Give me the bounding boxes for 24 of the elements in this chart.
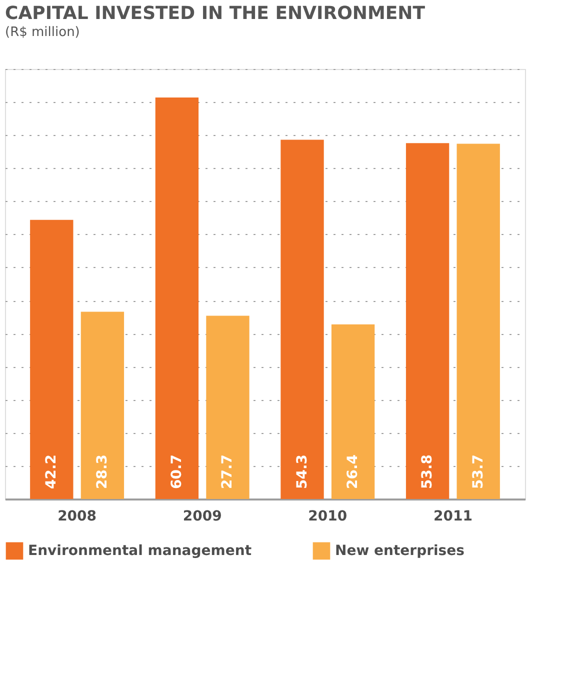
bar [80, 312, 124, 499]
x-tick-label: 2011 [433, 508, 472, 524]
bar [331, 324, 375, 499]
bar [155, 97, 199, 499]
chart-subtitle: (R$ million) [5, 25, 80, 40]
bar [456, 144, 500, 499]
data-label: 26.4 [345, 454, 362, 489]
legend-label: Environmental management [28, 542, 252, 559]
x-tick-label: 2008 [58, 508, 97, 524]
bar [30, 220, 74, 499]
data-label: 53.8 [420, 454, 436, 489]
legend-label: New enterprises [335, 542, 464, 559]
bar [206, 316, 250, 499]
data-label: 53.7 [470, 454, 486, 489]
x-tick-label: 2010 [308, 508, 348, 524]
chart-title: CAPITAL INVESTED IN THE ENVIRONMENT [5, 3, 426, 24]
data-label: 54.3 [294, 454, 310, 489]
data-label: 27.7 [220, 454, 236, 489]
data-label: 60.7 [168, 454, 185, 489]
bar [406, 143, 450, 499]
x-tick-label: 2009 [182, 508, 222, 524]
bar [280, 140, 324, 499]
data-label: 28.3 [94, 454, 110, 489]
data-label: 42.2 [44, 454, 60, 489]
